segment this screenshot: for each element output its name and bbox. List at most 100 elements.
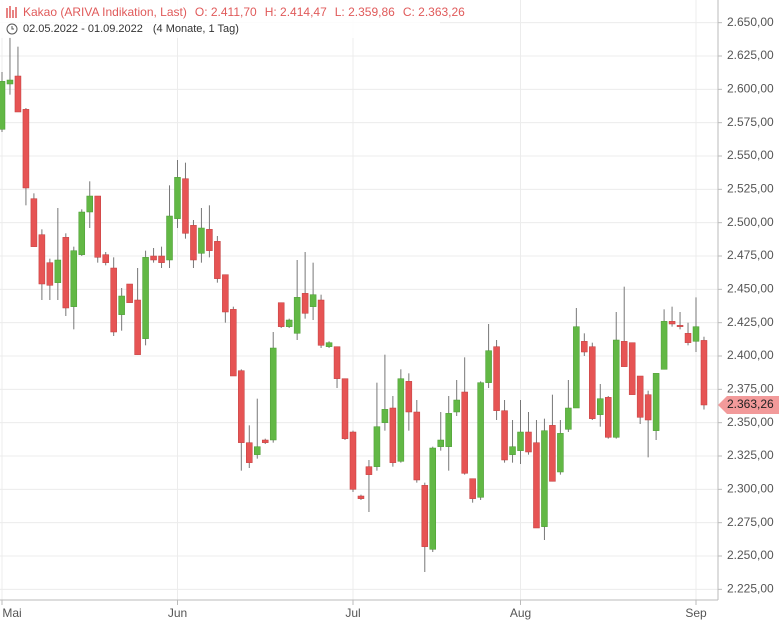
x-tick-label: Jul <box>345 606 360 620</box>
y-tick-label: 2.325,00 <box>727 448 774 462</box>
chart-title: Kakao (ARIVA Indikation, Last) <box>23 5 187 19</box>
candle-body <box>301 293 309 314</box>
candle-body <box>453 399 460 413</box>
x-tick-label: Sep <box>685 606 707 620</box>
y-tick-label: 2.225,00 <box>727 582 774 596</box>
candle-body <box>94 195 101 258</box>
candle-body <box>285 319 293 327</box>
candle-body <box>54 259 62 283</box>
candle-body <box>142 257 149 339</box>
candle-body <box>110 267 117 333</box>
candle-body <box>365 466 373 475</box>
candle-body <box>692 326 700 342</box>
chart-icon <box>6 6 17 18</box>
candle-body <box>30 198 38 247</box>
candle-body <box>541 430 548 527</box>
candle-body <box>493 346 500 411</box>
y-tick-label: 2.525,00 <box>727 182 774 196</box>
candle-body <box>134 299 141 355</box>
candle-body <box>405 381 413 413</box>
candle-body <box>565 407 572 430</box>
candle-body <box>549 425 556 482</box>
candle-body <box>333 346 341 379</box>
candle-body <box>86 195 93 213</box>
candle-body <box>437 439 444 447</box>
clock-icon <box>6 23 18 35</box>
y-tick-label: 2.350,00 <box>727 415 774 429</box>
candle-body <box>46 262 54 286</box>
header: Kakao (ARIVA Indikation, Last) 02.05.202… <box>0 0 440 38</box>
candle-body <box>22 109 30 189</box>
y-tick-label: 2.300,00 <box>727 482 774 496</box>
y-tick-label: 2.275,00 <box>727 515 774 529</box>
candle-body <box>684 333 692 343</box>
candle-body <box>573 326 580 409</box>
candle-body <box>445 413 452 447</box>
candle-body <box>230 309 237 377</box>
candle-body <box>429 447 437 550</box>
candle-body <box>246 442 253 463</box>
candle-body <box>317 299 325 346</box>
candle-body <box>206 229 213 251</box>
candle-body <box>0 81 6 130</box>
candle-body <box>612 339 620 438</box>
candle-body <box>605 397 612 438</box>
candle-body <box>636 375 644 418</box>
candle-body <box>349 431 357 490</box>
ohlc-label: L: 2.359,86 <box>335 5 395 19</box>
y-tick-label: 2.250,00 <box>727 548 774 562</box>
y-tick-label: 2.400,00 <box>727 348 774 362</box>
y-tick-label: 2.550,00 <box>727 148 774 162</box>
candle-body <box>357 495 365 499</box>
ohlc-label: H: 2.414,47 <box>265 5 327 19</box>
candle-body <box>222 274 229 313</box>
candle-body <box>293 297 301 334</box>
candle-body <box>620 341 628 367</box>
candle-body <box>102 254 109 263</box>
candle-body <box>589 346 596 419</box>
candle-body <box>182 178 189 234</box>
candle-body <box>676 325 684 327</box>
candle-body <box>485 350 492 383</box>
candle-body <box>389 407 397 463</box>
candle-body <box>62 237 70 309</box>
candle-body <box>238 370 245 443</box>
candle-body <box>150 255 157 261</box>
candle-body <box>78 211 86 255</box>
candle-body <box>581 341 588 353</box>
candle-body <box>261 439 269 443</box>
candle-body <box>509 446 516 455</box>
candle-body <box>652 373 660 431</box>
candle-body <box>277 302 285 327</box>
candle-body <box>158 255 165 263</box>
date-range: 02.05.2022 - 01.09.2022 <box>23 23 143 35</box>
candle-body <box>254 446 261 455</box>
candle-body <box>501 410 508 461</box>
y-tick-label: 2.500,00 <box>727 215 774 229</box>
clock-hands <box>11 26 14 30</box>
y-tick-label: 2.450,00 <box>727 282 774 296</box>
candle-body <box>421 485 429 547</box>
header-bg <box>0 0 440 38</box>
ohlc-label: O: 2.411,70 <box>195 5 257 19</box>
candle-body <box>190 225 197 261</box>
candle-body <box>525 431 532 453</box>
candle-body <box>660 321 668 370</box>
candle-body <box>269 347 277 441</box>
candle-body <box>126 283 133 303</box>
candle-body <box>413 411 421 481</box>
candle-body <box>14 75 22 113</box>
candle-body <box>373 426 381 467</box>
period: (4 Monate, 1 Tag) <box>153 23 239 35</box>
candle-body <box>628 342 636 395</box>
candle-body <box>325 342 333 347</box>
candle-body <box>70 250 78 307</box>
candle-body <box>38 234 46 285</box>
candle-body <box>198 227 205 254</box>
candle-body <box>6 79 14 85</box>
candle-body <box>166 215 173 261</box>
candle-body <box>557 433 564 473</box>
last-price-tag <box>718 395 779 414</box>
